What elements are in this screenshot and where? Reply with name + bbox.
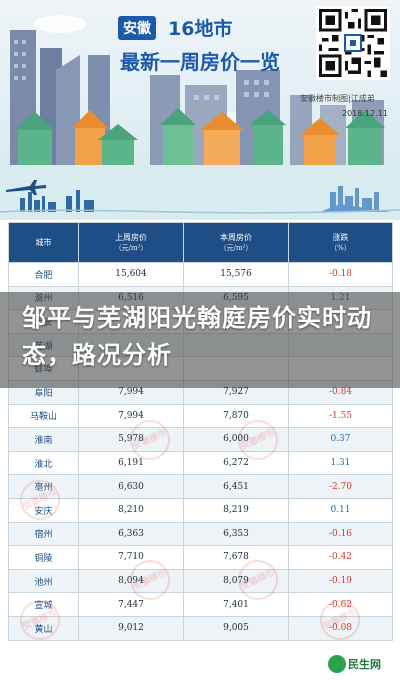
table-row: 池州 8,094 8,079 -0.19 bbox=[8, 568, 393, 594]
this-week-price-cell: 6,451 bbox=[183, 474, 289, 499]
this-week-price-cell: 6,000 bbox=[183, 427, 289, 452]
this-week-price-cell: 6,272 bbox=[183, 450, 289, 476]
publish-date: 2018.12.11 bbox=[342, 109, 388, 118]
this-week-price-cell: 8,219 bbox=[183, 497, 289, 523]
change-cell: -0.42 bbox=[288, 545, 393, 570]
table-row: 马鞍山 7,994 7,870 -1.55 bbox=[8, 403, 393, 429]
region-tag: 安徽 bbox=[118, 16, 156, 40]
site-logo[interactable]: 民生网 bbox=[328, 652, 394, 676]
last-week-price-cell: 7,447 bbox=[78, 592, 184, 617]
table-row: 淮北 6,191 6,272 1.31 bbox=[8, 450, 393, 476]
table-row: 亳州 6,630 6,451 -2.70 bbox=[8, 474, 393, 499]
city-cell: 亳州 bbox=[8, 474, 79, 499]
change-cell: -0.16 bbox=[288, 521, 393, 547]
last-week-price-cell: 9,012 bbox=[78, 615, 184, 641]
studio-credit: 安徽楼市制图|江成弟 bbox=[300, 94, 375, 103]
city-cell: 铜陵 bbox=[8, 545, 79, 570]
banner-title-line1: 16地市 bbox=[168, 18, 233, 40]
table-row: 宣城 7,447 7,401 -0.62 bbox=[8, 592, 393, 617]
header-last-week: 上周房价 （元/m²） bbox=[78, 222, 184, 263]
change-cell: -2.70 bbox=[288, 474, 393, 499]
last-week-price-cell: 7,710 bbox=[78, 545, 184, 570]
table-row: 黄山 9,012 9,005 -0.08 bbox=[8, 615, 393, 641]
last-week-price-cell: 6,630 bbox=[78, 474, 184, 499]
banner-title: 安徽 16地市 最新一周房价一览 bbox=[118, 12, 310, 74]
table-row: 合肥 15,604 15,576 -0.18 bbox=[8, 262, 393, 287]
this-week-price-cell: 7,401 bbox=[183, 592, 289, 617]
city-cell: 合肥 bbox=[8, 262, 79, 287]
change-cell: 0.37 bbox=[288, 427, 393, 452]
change-cell: -0.62 bbox=[288, 592, 393, 617]
last-week-price-cell: 8,210 bbox=[78, 497, 184, 523]
change-cell: -0.08 bbox=[288, 615, 393, 641]
header-city: 城市 bbox=[8, 222, 79, 263]
change-cell: 1.31 bbox=[288, 450, 393, 476]
city-cell: 宿州 bbox=[8, 521, 79, 547]
city-cell: 淮南 bbox=[8, 427, 79, 452]
this-week-price-cell: 8,079 bbox=[183, 568, 289, 594]
banner-title-line2: 最新一周房价一览 bbox=[120, 50, 280, 74]
logo-text: 民生网 bbox=[348, 658, 381, 671]
header-change: 涨跌 （%） bbox=[288, 222, 393, 263]
headline-overlay-text[interactable]: 邹平与芜湖阳光翰庭房价实时动态，路况分析 bbox=[22, 304, 372, 369]
price-table: 城市 上周房价 （元/m²） 本周房价 （元/m²） 涨跌 （%） 合肥 15,604 1… bbox=[8, 222, 393, 641]
city-cell: 马鞍山 bbox=[8, 403, 79, 429]
city-cell: 池州 bbox=[8, 568, 79, 594]
change-cell: -0.19 bbox=[288, 568, 393, 594]
header-this-week: 本周房价 （元/m²） bbox=[183, 222, 289, 263]
this-week-price-cell: 15,576 bbox=[183, 262, 289, 287]
last-week-price-cell: 6,191 bbox=[78, 450, 184, 476]
table-row: 铜陵 7,710 7,678 -0.42 bbox=[8, 545, 393, 570]
change-cell: -0.18 bbox=[288, 262, 393, 287]
logo-icon bbox=[328, 655, 346, 673]
last-week-price-cell: 5,978 bbox=[78, 427, 184, 452]
table-row: 安庆 8,210 8,219 0.11 bbox=[8, 497, 393, 523]
this-week-price-cell: 6,353 bbox=[183, 521, 289, 547]
this-week-price-cell: 7,870 bbox=[183, 403, 289, 429]
city-cell: 安庆 bbox=[8, 497, 79, 523]
table-row: 淮南 5,978 6,000 0.37 bbox=[8, 427, 393, 452]
change-cell: 0.11 bbox=[288, 497, 393, 523]
last-week-price-cell: 6,363 bbox=[78, 521, 184, 547]
qr-code-icon[interactable] bbox=[316, 6, 390, 80]
this-week-price-cell: 9,005 bbox=[183, 615, 289, 641]
table-header-row: 城市 上周房价 （元/m²） 本周房价 （元/m²） 涨跌 （%） bbox=[8, 222, 393, 263]
header-banner: 安徽 16地市 最新一周房价一览 安徽楼市制图|江成弟 2018.1 bbox=[0, 0, 400, 220]
last-week-price-cell: 7,994 bbox=[78, 403, 184, 429]
city-cell: 淮北 bbox=[8, 450, 79, 476]
city-skyline-illustration bbox=[0, 15, 400, 220]
table-row: 宿州 6,363 6,353 -0.16 bbox=[8, 521, 393, 547]
headline-overlay-backdrop bbox=[0, 292, 400, 388]
price-table-container: 城市 上周房价 （元/m²） 本周房价 （元/m²） 涨跌 （%） 合肥 15,604 1… bbox=[8, 222, 393, 662]
last-week-price-cell: 15,604 bbox=[78, 262, 184, 287]
city-cell: 黄山 bbox=[8, 615, 79, 641]
this-week-price-cell: 7,678 bbox=[183, 545, 289, 570]
change-cell: -1.55 bbox=[288, 403, 393, 429]
